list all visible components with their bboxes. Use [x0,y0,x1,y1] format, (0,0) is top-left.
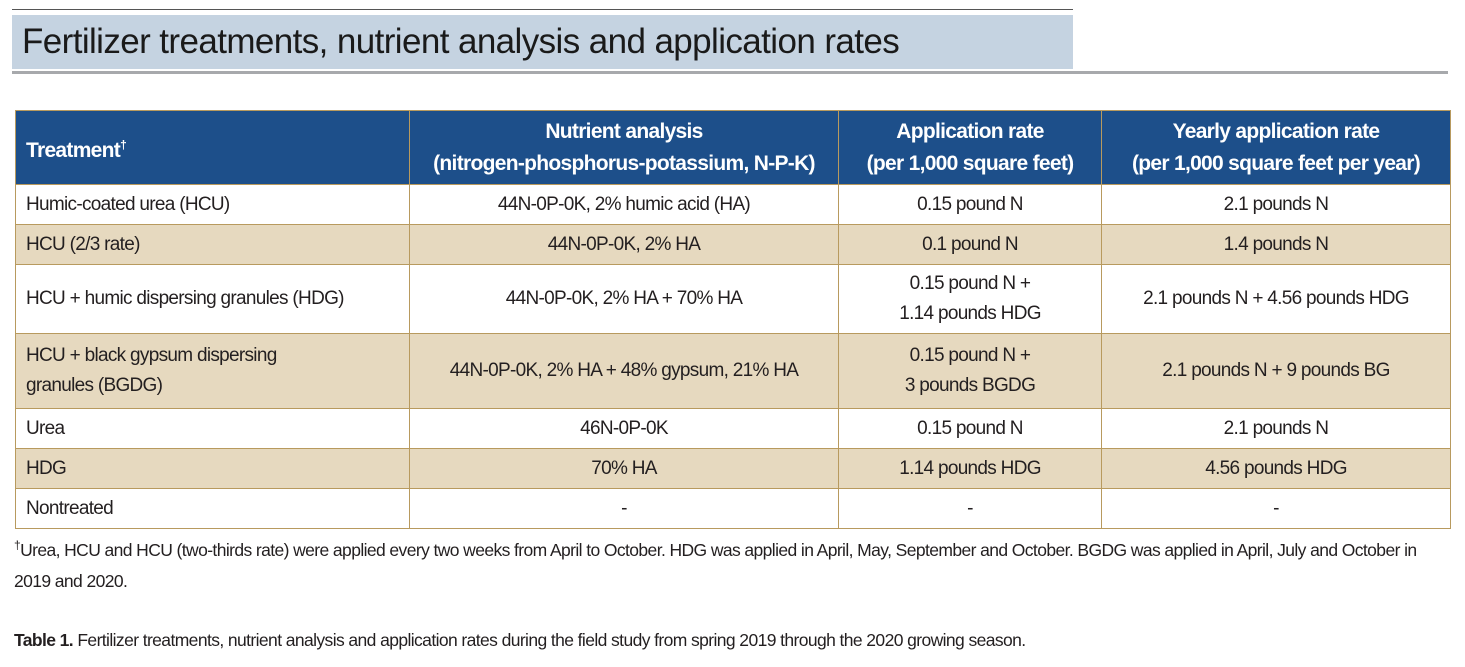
table-row: Humic-coated urea (HCU) 44N-0P-0K, 2% hum… [15,184,1451,225]
table-row: HCU (2/3 rate) 44N-0P-0K, 2% HA 0.1 pound … [15,224,1451,265]
header-text: Yearly application rate [1172,119,1381,143]
cell-yearly-rate: 2.1 pounds N [1101,408,1451,449]
table-row: HDG 70% HA 1.14 pounds HDG 4.56 pounds HDG [15,448,1451,489]
cell-yearly-rate: 2.1 pounds N + 9 pounds BG [1101,333,1451,409]
cell-treatment-line: HCU + black gypsum dispersing [26,345,277,366]
cell-analysis: - [409,488,839,529]
cell-yearly-rate: - [1101,488,1451,529]
cell-analysis: 44N-0P-0K, 2% HA [409,224,839,265]
header-subtext: (per 1,000 square feet per year) [1131,151,1421,175]
cell-analysis: 44N-0P-0K, 2% HA + 48% gypsum, 21% HA [409,333,839,409]
cell-treatment-line: HCU (2/3 rate) [26,233,140,255]
header-yearly-rate: Yearly application rate (per 1,000 square… [1101,110,1451,185]
table-row: Urea 46N-0P-0K 0.15 pound N 2.1 pounds N [15,408,1451,449]
cell-treatment-line: HCU + humic dispersing granules (HDG) [26,288,345,309]
cell-treatment-line: Nontreated [26,497,114,519]
cell-treatment: HCU + humic dispersing granules (HDG) [15,264,410,334]
cell-analysis: 46N-0P-0K [409,408,839,449]
cell-rate: 0.1 pound N [838,224,1102,265]
title-underline [12,71,1448,74]
cell-analysis: 44N-0P-0K, 2% HA + 70% HA [409,264,839,334]
cell-rate: 0.15 pound N [838,184,1102,225]
cell-yearly-rate: 2.1 pounds N [1101,184,1451,225]
cell-rate-line: - [967,497,973,519]
header-subtext: (nitrogen-phosphorus-potassium, N-P-K) [433,151,815,175]
cell-treatment: Urea [15,408,410,449]
treatments-table: Treatment† Nutrient analysis (nitrogen-ph… [15,110,1451,529]
cell-rate-line: 1.14 pounds HDG [899,457,1041,479]
header-nutrient-analysis: Nutrient analysis (nitrogen-phosphorus-po… [409,110,839,185]
cell-treatment-line: Urea [26,417,65,439]
dagger-mark: † [14,538,21,552]
table-header-row: Treatment† Nutrient analysis (nitrogen-ph… [15,110,1451,185]
cell-analysis: 70% HA [409,448,839,489]
dagger-mark: † [120,137,127,152]
header-text: Nutrient analysis [545,119,703,143]
cell-rate-line: 0.15 pound N [917,417,1023,439]
cell-yearly-rate: 2.1 pounds N + 4.56 pounds HDG [1101,264,1451,334]
table-row: HCU + black gypsum dispersing granules (B… [15,333,1451,409]
cell-treatment: Nontreated [15,488,410,529]
title-banner: Fertilizer treatments, nutrient analysis… [12,15,1073,69]
cell-rate-line: 0.1 pound N [922,233,1019,255]
cell-rate: - [838,488,1102,529]
header-application-rate: Application rate (per 1,000 square feet) [838,110,1102,185]
cell-yearly-rate: 4.56 pounds HDG [1101,448,1451,489]
table-caption: Table 1. Fertilizer treatments, nutrient… [14,630,1026,651]
cell-treatment: Humic-coated urea (HCU) [15,184,410,225]
footnote-text: Urea, HCU and HCU (two-thirds rate) were… [14,539,1417,591]
page-title: Fertilizer treatments, nutrient analysis… [22,22,900,61]
cell-yearly-rate: 1.4 pounds N [1101,224,1451,265]
footnote: †Urea, HCU and HCU (two-thirds rate) wer… [14,530,1454,597]
cell-rate-line: 0.15 pound N + [909,273,1031,294]
cell-treatment-line: Humic-coated urea (HCU) [26,193,230,215]
header-text: Treatment [26,138,121,162]
cell-rate: 0.15 pound N + 1.14 pounds HDG [838,264,1102,334]
cell-treatment: HDG [15,448,410,489]
table-row: HCU + humic dispersing granules (HDG) 44N… [15,264,1451,334]
cell-rate-line: 0.15 pound N [917,193,1023,215]
cell-rate-line: 0.15 pound N + [909,345,1031,366]
cell-analysis: 44N-0P-0K, 2% humic acid (HA) [409,184,839,225]
cell-treatment-line: granules (BGDG) [26,375,163,396]
cell-rate: 0.15 pound N [838,408,1102,449]
caption-text: Fertilizer treatments, nutrient analysis… [73,630,1026,650]
cell-rate-line: 3 pounds BGDG [904,375,1036,396]
cell-treatment-line: HDG [26,457,67,479]
header-subtext: (per 1,000 square feet) [866,151,1075,175]
header-treatment: Treatment† [15,110,410,185]
cell-rate: 1.14 pounds HDG [838,448,1102,489]
header-text: Application rate [896,119,1044,143]
table-row: Nontreated - - - [15,488,1451,529]
cell-rate: 0.15 pound N + 3 pounds BGDG [838,333,1102,409]
cell-treatment: HCU (2/3 rate) [15,224,410,265]
cell-treatment: HCU + black gypsum dispersing granules (B… [15,333,410,409]
top-rule [12,9,1073,10]
caption-label: Table 1. [14,630,74,650]
cell-rate-line: 1.14 pounds HDG [899,303,1041,324]
